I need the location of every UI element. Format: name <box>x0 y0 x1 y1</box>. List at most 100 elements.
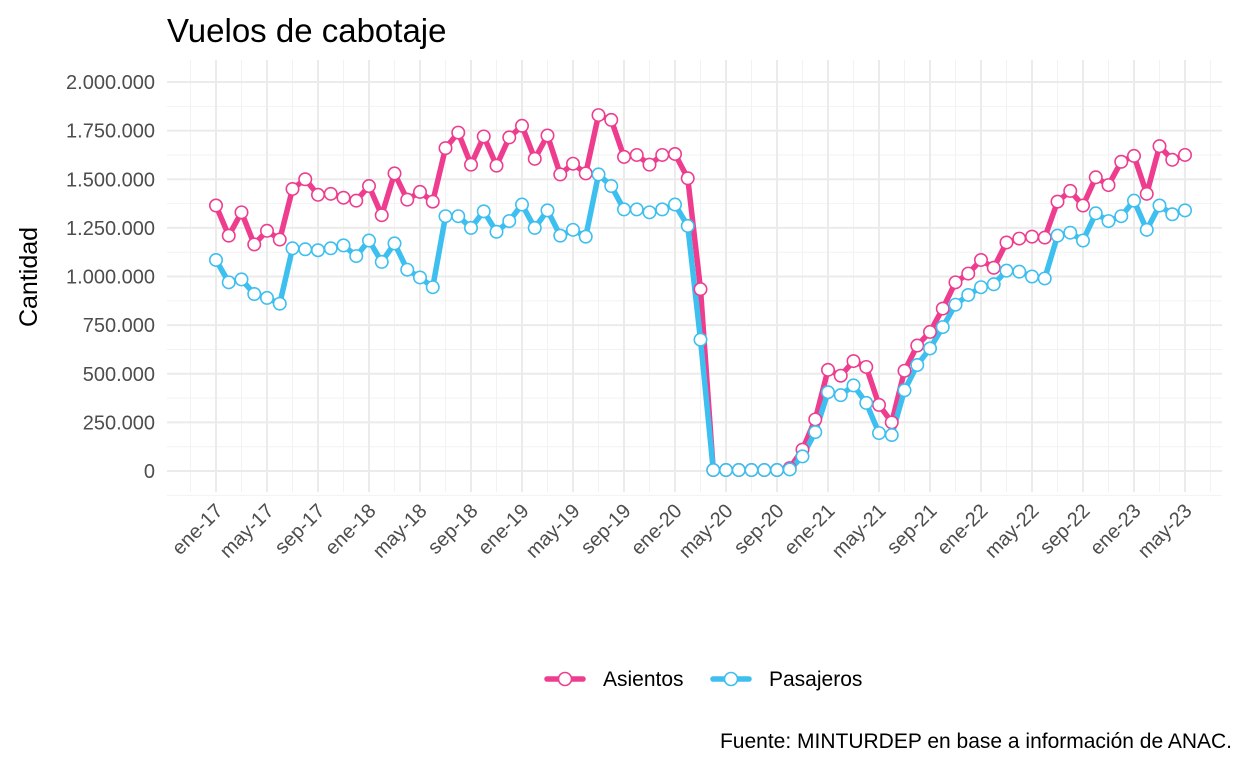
data-point-asientos <box>489 158 504 173</box>
data-point-asientos <box>578 166 593 181</box>
data-point-pasajeros <box>655 202 670 217</box>
data-point-asientos <box>425 194 440 209</box>
data-point-asientos <box>1101 178 1116 193</box>
data-point-asientos <box>476 129 491 144</box>
data-point-pasajeros <box>565 222 580 237</box>
series-points-pasajeros <box>209 167 1193 478</box>
legend-label-pasajeros: Pasajeros <box>769 668 862 691</box>
data-point-pasajeros <box>744 463 759 478</box>
data-point-pasajeros <box>846 378 861 393</box>
data-point-pasajeros <box>1037 271 1052 286</box>
data-point-asientos <box>591 108 606 123</box>
data-point-pasajeros <box>1152 198 1167 213</box>
data-point-pasajeros <box>400 262 415 277</box>
data-point-pasajeros <box>502 214 517 229</box>
data-point-asientos <box>298 172 313 187</box>
y-tick-label: 2.000.000 <box>66 72 155 94</box>
x-tick-label: may-18 <box>369 500 432 563</box>
data-point-pasajeros <box>999 263 1014 278</box>
y-axis-title: Cantidad <box>15 227 43 327</box>
x-tick-label: sep-18 <box>424 500 483 559</box>
legend: Asientos Pasajeros <box>544 668 862 691</box>
data-point-pasajeros <box>349 249 364 264</box>
data-point-asientos <box>833 368 848 383</box>
x-tick-label: sep-21 <box>883 500 942 559</box>
data-point-pasajeros <box>922 341 937 356</box>
x-axis-ticks: ene-17may-17sep-17ene-18may-18sep-18ene-… <box>168 500 1197 563</box>
data-point-pasajeros <box>1025 269 1040 284</box>
x-tick-label: sep-19 <box>577 500 636 559</box>
data-point-pasajeros <box>259 290 274 305</box>
data-point-pasajeros <box>527 220 542 235</box>
data-point-pasajeros <box>629 202 644 217</box>
data-point-pasajeros <box>591 167 606 182</box>
y-tick-label: 250.000 <box>83 412 155 434</box>
grid-major <box>167 60 1222 492</box>
data-point-asientos <box>986 260 1001 275</box>
data-point-asientos <box>514 118 529 133</box>
data-point-pasajeros <box>1178 203 1193 218</box>
data-point-pasajeros <box>884 428 899 443</box>
series-layer <box>209 108 1193 478</box>
data-point-pasajeros <box>1012 264 1027 279</box>
data-point-pasajeros <box>221 275 236 290</box>
data-point-pasajeros <box>757 463 772 478</box>
data-point-asientos <box>540 128 555 143</box>
x-tick-label: sep-20 <box>730 500 789 559</box>
y-tick-label: 500.000 <box>83 364 155 386</box>
data-point-pasajeros <box>718 463 733 478</box>
data-point-pasajeros <box>336 238 351 253</box>
x-tick-label: may-20 <box>675 500 738 563</box>
data-point-asientos <box>1050 194 1065 209</box>
data-point-pasajeros <box>1127 193 1142 208</box>
data-point-pasajeros <box>1063 225 1078 240</box>
data-point-asientos <box>310 187 325 202</box>
y-tick-label: 1.000.000 <box>66 267 155 289</box>
chart-title: Vuelos de cabotaje <box>167 12 447 49</box>
data-point-pasajeros <box>833 388 848 403</box>
data-point-asientos <box>400 192 415 207</box>
y-axis-ticks: 0 250.000 500.000 750.000 1.000.000 1.250.000… <box>66 72 155 483</box>
data-point-asientos <box>1178 147 1193 162</box>
data-point-pasajeros <box>910 357 925 372</box>
data-point-asientos <box>451 125 466 140</box>
x-tick-label: sep-17 <box>271 500 330 559</box>
data-point-asientos <box>604 112 619 127</box>
data-point-asientos <box>1037 230 1052 245</box>
data-point-pasajeros <box>820 385 835 400</box>
y-tick-label: 1.750.000 <box>66 121 155 143</box>
x-tick-label: sep-22 <box>1036 500 1095 559</box>
data-point-pasajeros <box>859 395 874 410</box>
data-point-pasajeros <box>234 272 249 287</box>
data-point-asientos <box>1114 154 1129 169</box>
data-point-pasajeros <box>361 233 376 248</box>
data-point-pasajeros <box>387 236 402 251</box>
data-point-pasajeros <box>808 425 823 440</box>
data-point-pasajeros <box>540 203 555 218</box>
data-point-asientos <box>553 167 568 182</box>
data-point-pasajeros <box>323 241 338 256</box>
data-point-pasajeros <box>1101 214 1116 229</box>
data-point-asientos <box>922 324 937 339</box>
data-point-asientos <box>1025 229 1040 244</box>
data-point-asientos <box>323 186 338 201</box>
legend-item-pasajeros: Pasajeros <box>710 668 862 691</box>
data-point-pasajeros <box>438 209 453 224</box>
data-point-asientos <box>1127 148 1142 163</box>
data-point-asientos <box>935 301 950 316</box>
data-point-asientos <box>527 151 542 166</box>
data-point-pasajeros <box>209 252 224 267</box>
data-point-pasajeros <box>374 254 389 269</box>
data-point-asientos <box>1139 186 1154 201</box>
data-point-asientos <box>272 232 287 247</box>
data-point-pasajeros <box>425 280 440 295</box>
data-point-pasajeros <box>782 462 797 477</box>
data-point-asientos <box>884 415 899 430</box>
data-point-pasajeros <box>1114 209 1129 224</box>
data-point-asientos <box>374 208 389 223</box>
data-point-asientos <box>808 412 823 427</box>
x-tick-label: may-17 <box>216 500 279 563</box>
data-point-pasajeros <box>948 297 963 312</box>
data-point-asientos <box>1076 198 1091 213</box>
